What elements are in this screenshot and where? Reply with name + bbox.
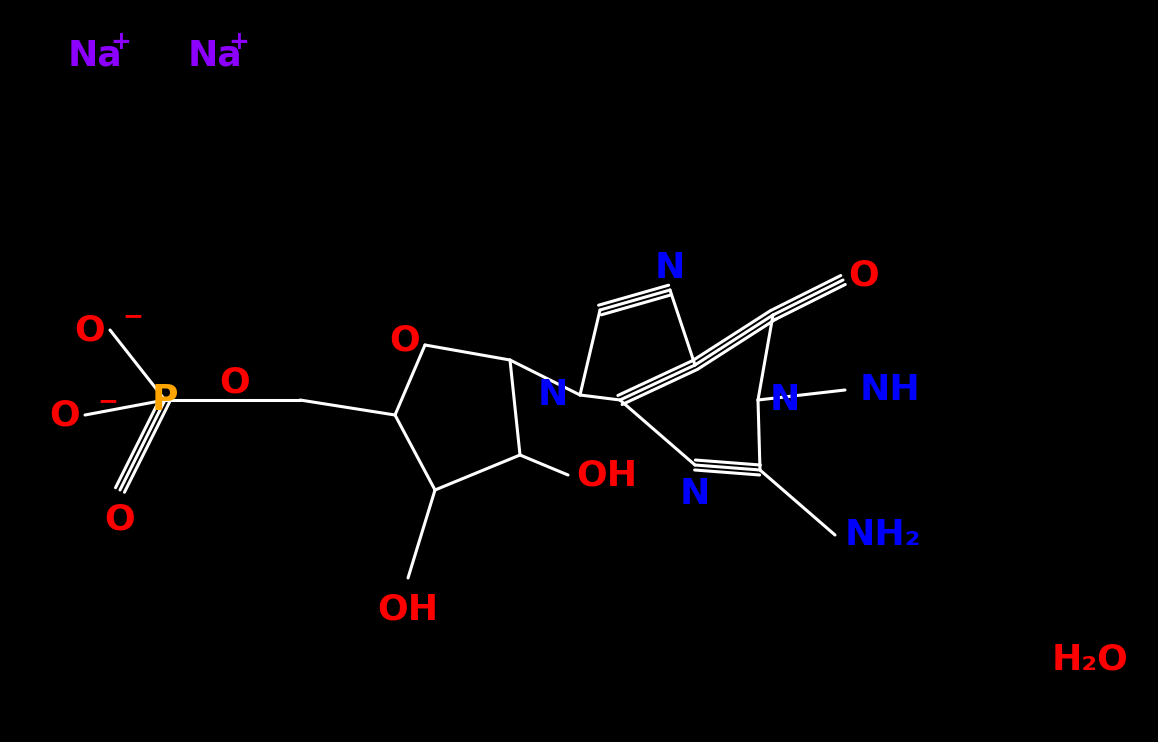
Text: OH: OH	[378, 593, 439, 627]
Text: +: +	[228, 30, 249, 54]
Text: O: O	[848, 258, 879, 292]
Text: P: P	[152, 383, 178, 417]
Text: O: O	[104, 502, 135, 536]
Text: NH: NH	[860, 373, 921, 407]
Text: NH₂: NH₂	[845, 518, 922, 552]
Text: H₂O: H₂O	[1051, 643, 1128, 677]
Text: N: N	[654, 251, 686, 285]
Text: Na: Na	[188, 38, 243, 72]
Text: N: N	[770, 383, 800, 417]
Text: O: O	[389, 323, 420, 357]
Text: −: −	[97, 389, 118, 413]
Text: O: O	[74, 313, 105, 347]
Text: +: +	[110, 30, 131, 54]
Text: O: O	[220, 365, 250, 399]
Text: N: N	[537, 378, 569, 412]
Text: OH: OH	[576, 458, 637, 492]
Text: Na: Na	[68, 38, 123, 72]
Text: O: O	[50, 398, 80, 432]
Text: −: −	[122, 304, 142, 328]
Text: N: N	[680, 477, 710, 511]
